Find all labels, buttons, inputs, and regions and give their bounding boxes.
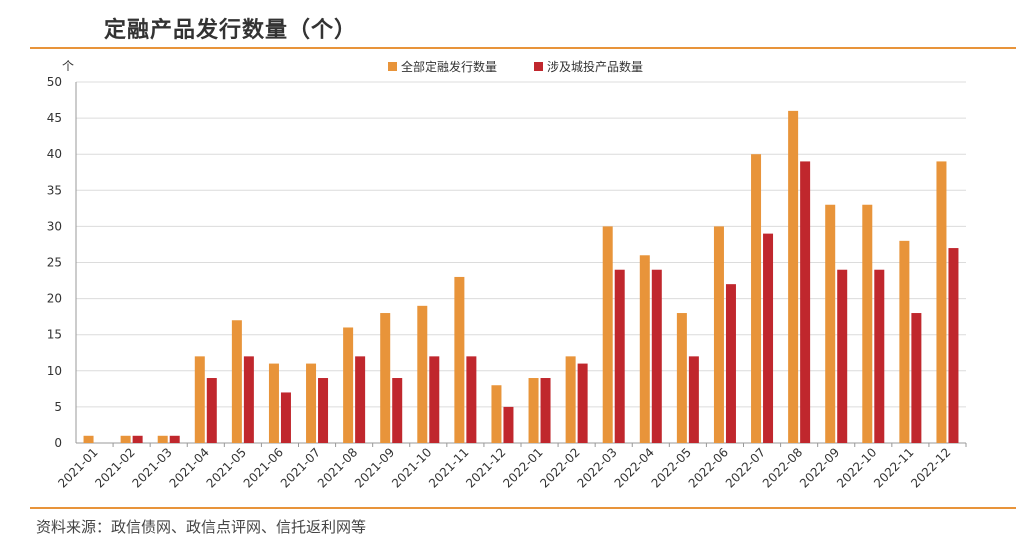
bar-chengtou (132, 435, 143, 443)
bar-total (899, 240, 910, 443)
bar-total (268, 363, 279, 443)
bar-total (454, 276, 465, 443)
bar-chengtou (540, 378, 551, 443)
bar-total (120, 435, 131, 443)
bar-chengtou (800, 161, 811, 444)
x-tick-label: 2022-08 (760, 445, 805, 490)
bar-total (862, 204, 873, 443)
y-tick-label: 35 (47, 183, 62, 197)
y-tick-label: 25 (47, 256, 62, 270)
bar-chengtou (503, 406, 514, 443)
x-tick-label: 2022-12 (908, 445, 953, 490)
bar-chengtou (577, 363, 588, 443)
x-tick-label: 2021-11 (426, 445, 471, 490)
legend-label: 涉及城投产品数量 (547, 59, 643, 74)
bar-chengtou (206, 378, 217, 443)
y-tick-label: 45 (47, 111, 62, 125)
bar-total (380, 313, 391, 443)
bar-chengtou (651, 269, 662, 443)
y-tick-label: 40 (47, 147, 62, 161)
bar-chengtou (688, 356, 699, 443)
bar-chengtou (874, 269, 885, 443)
bar-total (343, 327, 354, 443)
bar-chengtou (725, 284, 736, 443)
bar-chengtou (911, 313, 922, 443)
y-unit-label: 个 (62, 59, 74, 73)
bar-chengtou (763, 233, 774, 443)
x-tick-label: 2022-03 (574, 445, 619, 490)
x-tick-label: 2022-06 (686, 445, 731, 490)
y-tick-label: 20 (47, 292, 62, 306)
x-tick-label: 2021-06 (241, 445, 286, 490)
bar-chengtou (837, 269, 848, 443)
x-tick-label: 2022-05 (649, 445, 694, 490)
bar-chengtou (318, 378, 329, 443)
x-tick-label: 2022-07 (723, 445, 768, 490)
bar-total (231, 320, 242, 443)
page-title: 定融产品发行数量（个） (104, 18, 358, 43)
x-tick-label: 2021-09 (352, 445, 397, 490)
x-tick-label: 2021-07 (278, 445, 323, 490)
legend-label: 全部定融发行数量 (401, 59, 497, 74)
bar-total (417, 305, 428, 443)
bar-total (936, 161, 947, 444)
y-tick-label: 0 (54, 436, 62, 450)
bar-chengtou (392, 378, 403, 443)
x-tick-label: 2021-10 (389, 445, 434, 490)
x-tick-label: 2021-02 (92, 445, 137, 490)
y-tick-label: 15 (47, 328, 62, 342)
x-tick-label: 2021-01 (55, 445, 100, 490)
bar-total (713, 226, 724, 443)
y-tick-label: 50 (47, 75, 62, 89)
bar-chengtou (169, 435, 180, 443)
x-tick-label: 2021-12 (463, 445, 508, 490)
legend-swatch (388, 62, 397, 71)
bar-total (194, 356, 205, 443)
bar-total (528, 378, 539, 443)
title-divider (30, 47, 1016, 49)
bar-total (788, 110, 799, 443)
x-tick-label: 2022-10 (834, 445, 879, 490)
bar-chengtou (243, 356, 254, 443)
y-tick-label: 5 (54, 400, 62, 414)
bar-total (157, 435, 168, 443)
x-tick-label: 2021-05 (204, 445, 249, 490)
source-note: 资料来源：政信债网、政信点评网、信托返利网等 (36, 518, 367, 536)
bar-total (83, 435, 94, 443)
bar-total (751, 154, 762, 443)
y-tick-label: 30 (47, 219, 62, 233)
x-tick-label: 2022-01 (500, 445, 545, 490)
bar-total (639, 255, 650, 443)
legend-swatch (534, 62, 543, 71)
bar-chengtou (614, 269, 625, 443)
bar-total (565, 356, 576, 443)
x-tick-label: 2022-11 (871, 445, 916, 490)
bar-total (491, 385, 502, 443)
bar-chengtou (429, 356, 440, 443)
y-tick-label: 10 (47, 364, 62, 378)
bar-total (602, 226, 613, 443)
bar-chengtou (280, 392, 291, 443)
bar-total (676, 313, 687, 443)
x-tick-label: 2022-04 (612, 445, 657, 490)
bar-total (306, 363, 317, 443)
bar-total (825, 204, 836, 443)
x-tick-label: 2021-08 (315, 445, 360, 490)
bar-chengtou (466, 356, 477, 443)
x-tick-label: 2022-09 (797, 445, 842, 490)
x-tick-label: 2021-04 (167, 445, 212, 490)
x-tick-label: 2022-02 (537, 445, 582, 490)
source-divider (30, 507, 1016, 509)
bar-chengtou (948, 248, 959, 443)
bar-chengtou (355, 356, 366, 443)
x-tick-label: 2021-03 (129, 445, 174, 490)
